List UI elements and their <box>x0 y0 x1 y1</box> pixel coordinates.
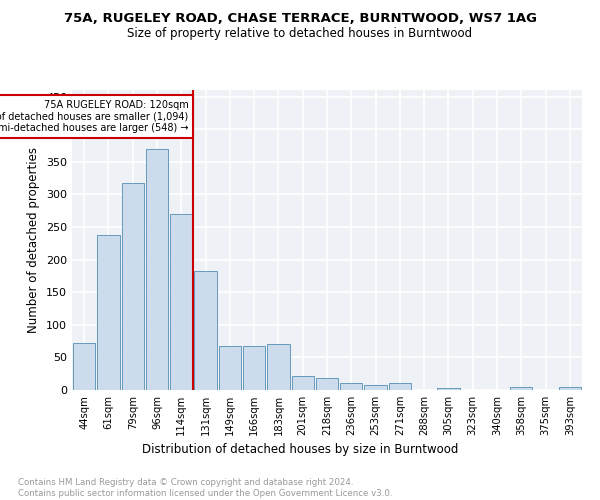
Text: Contains HM Land Registry data © Crown copyright and database right 2024.
Contai: Contains HM Land Registry data © Crown c… <box>18 478 392 498</box>
Bar <box>73 343 95 390</box>
Bar <box>437 388 460 390</box>
Bar <box>389 384 411 390</box>
Bar <box>194 270 217 390</box>
Bar <box>97 236 119 390</box>
Text: Size of property relative to detached houses in Burntwood: Size of property relative to detached ho… <box>127 28 473 40</box>
Bar <box>243 346 265 390</box>
Y-axis label: Number of detached properties: Number of detached properties <box>28 147 40 333</box>
Text: 75A, RUGELEY ROAD, CHASE TERRACE, BURNTWOOD, WS7 1AG: 75A, RUGELEY ROAD, CHASE TERRACE, BURNTW… <box>64 12 536 26</box>
Bar <box>122 184 144 390</box>
Bar <box>340 384 362 390</box>
Bar <box>146 148 168 390</box>
Bar <box>510 388 532 390</box>
Text: Distribution of detached houses by size in Burntwood: Distribution of detached houses by size … <box>142 442 458 456</box>
Text: 75A RUGELEY ROAD: 120sqm
← 67% of detached houses are smaller (1,094)
33% of sem: 75A RUGELEY ROAD: 120sqm ← 67% of detach… <box>0 100 188 133</box>
Bar <box>364 386 387 390</box>
Bar <box>316 378 338 390</box>
Bar <box>267 344 290 390</box>
Bar <box>218 346 241 390</box>
Bar <box>292 376 314 390</box>
Bar <box>559 388 581 390</box>
Bar <box>170 214 193 390</box>
